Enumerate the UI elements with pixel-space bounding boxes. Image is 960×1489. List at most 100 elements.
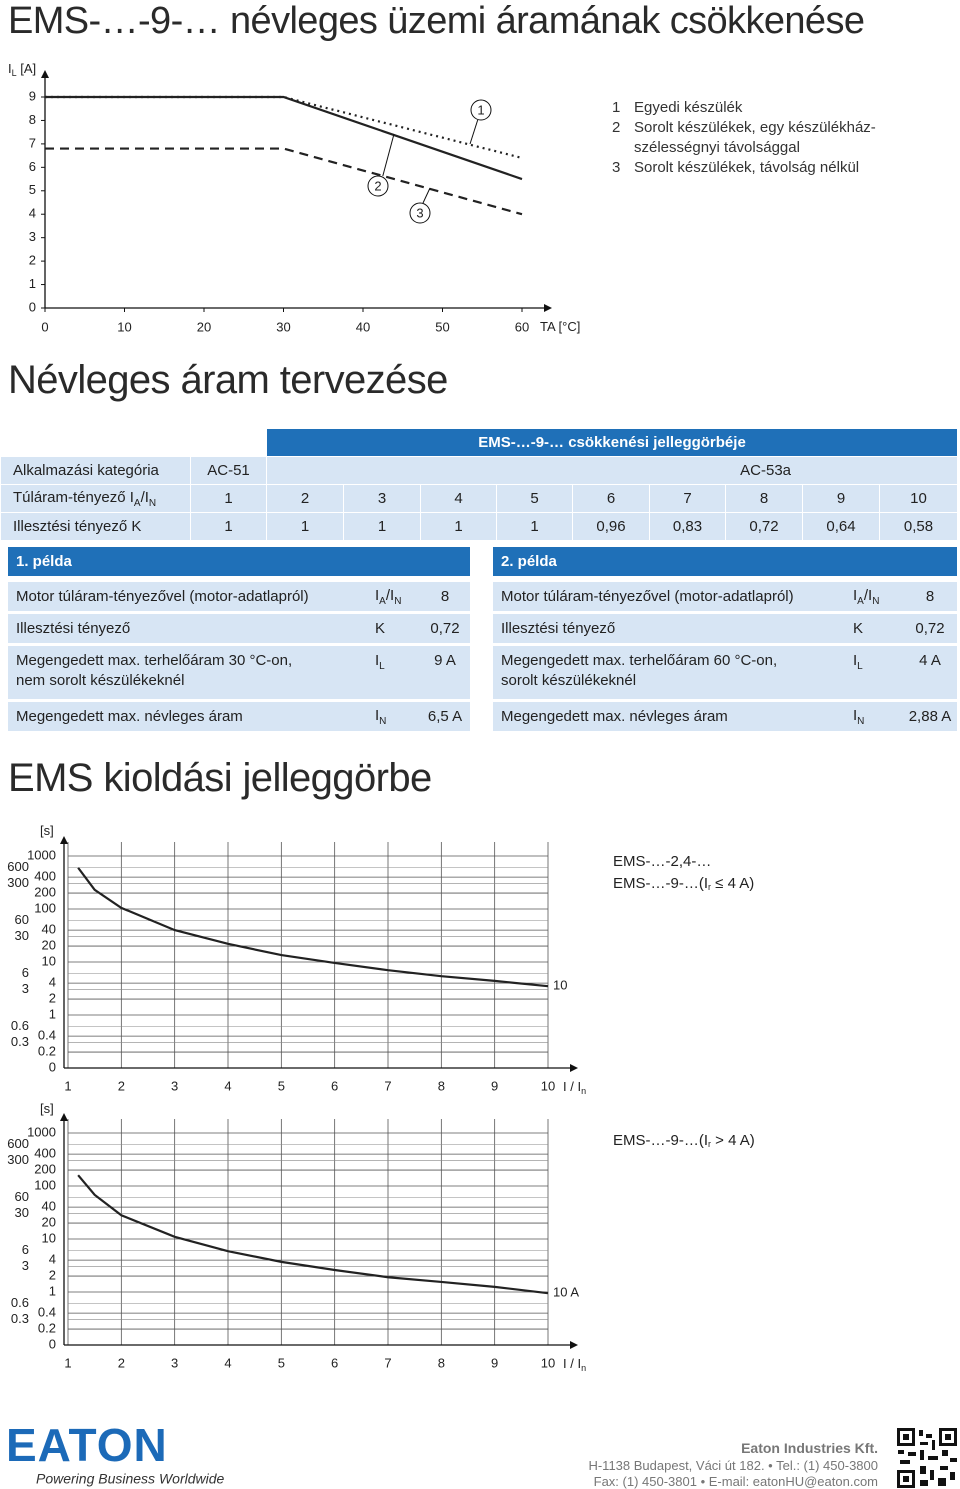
x-tick-label: 9 — [491, 1078, 498, 1093]
x-tick-label: 10 — [541, 1078, 555, 1093]
legend-line: Sorolt készülékek, egy készülékház- — [634, 119, 876, 136]
y-tick-label: 0 — [29, 299, 36, 314]
table-cell: 0,83 — [649, 512, 726, 541]
table-cell: 1 — [266, 512, 344, 541]
table-cell: 7 — [649, 484, 726, 513]
y-tick-label: 2 — [29, 253, 36, 268]
example-label: Motor túláram-tényezővel (motor-adatlapr… — [493, 582, 853, 611]
callout-label: 3 — [416, 205, 423, 220]
example-value: 0,72 — [420, 614, 470, 643]
y2-tick-label: 30 — [15, 1205, 29, 1220]
axis-arrow — [570, 1341, 578, 1349]
text-part: I — [853, 652, 858, 669]
subscript: N — [379, 715, 387, 727]
page-title: EMS-…-9-… névleges üzemi áramának csökke… — [8, 0, 865, 42]
legend-line: szélességnyi távolsággal — [634, 139, 800, 156]
text-part: Illesztési tényező K — [13, 518, 142, 535]
legend-number: 3 — [612, 159, 621, 176]
table-cell: 1 — [190, 484, 267, 513]
x-tick-label: 8 — [438, 1078, 445, 1093]
x-tick-label: 10 — [117, 319, 131, 334]
x-tick-label: 4 — [224, 1078, 231, 1093]
y2-tick-label: 600 — [7, 859, 29, 874]
table-row: Túláram-tényező IA/IN 1 2 3 4 5 6 7 8 9 10 — [0, 484, 958, 513]
table-body: EMS-…-9-… csökkenési jelleggörbéje Alkalm… — [0, 428, 958, 541]
logo: EATON — [6, 1419, 168, 1471]
series-line — [45, 95, 523, 181]
example-label: Megengedett max. névleges áram — [493, 702, 853, 731]
y-tick-label: 200 — [34, 884, 56, 899]
x-tick-label: 9 — [491, 1355, 498, 1370]
table-cell: 0,58 — [879, 512, 958, 541]
example-row: Megengedett max. névleges áram IN 6,5 A — [8, 702, 470, 731]
x-tick-label: 10 — [541, 1355, 555, 1370]
table-cell: 5 — [496, 484, 573, 513]
series-line — [45, 147, 523, 216]
x-tick-label: 2 — [118, 1078, 125, 1093]
text-part: Túláram-tényező I — [13, 488, 134, 506]
y2-tick-label: 3 — [22, 981, 29, 996]
x-tick-label: 3 — [171, 1355, 178, 1370]
y-tick-label: 2 — [49, 990, 56, 1005]
x-tick-label: 50 — [435, 319, 449, 334]
text-part: K — [853, 620, 864, 637]
qr-code — [897, 1428, 957, 1488]
x-tick-label: 40 — [356, 319, 370, 334]
x-axis-label: TA [°C] — [540, 319, 580, 334]
y-tick-label: 4 — [49, 975, 56, 990]
subscript: L — [12, 68, 17, 78]
label-line: nem sorolt készülékeknél — [16, 672, 185, 689]
x-tick-label: 60 — [515, 319, 529, 334]
example-symbol: IA/IN — [375, 582, 420, 611]
table-cell: 2 — [266, 484, 344, 513]
y2-tick-label: 600 — [7, 1136, 29, 1151]
y-axis-label: IL [A] — [8, 61, 36, 78]
company: Eaton Industries Kft. — [741, 1440, 878, 1456]
x-tick-label: 6 — [331, 1355, 338, 1370]
y-tick-label: 9 — [29, 88, 36, 103]
y-tick-label: 1000 — [27, 1124, 56, 1139]
example-symbol: K — [853, 614, 903, 643]
y-tick-label: 6 — [29, 159, 36, 174]
x-tick-label: 1 — [64, 1078, 71, 1093]
subscript: n — [581, 1086, 586, 1096]
text-part: [A] — [17, 61, 37, 76]
x-tick-label: 7 — [384, 1078, 391, 1093]
table-body: Motor túláram-tényezővel (motor-adatlapr… — [493, 582, 957, 731]
label-line: sorolt készülékeknél — [501, 672, 637, 689]
example-symbol: IL — [375, 646, 420, 699]
label-line: Megengedett max. terhelőáram 60 °C-on, — [501, 652, 778, 669]
text-part: Alkalmazási kategória — [13, 462, 159, 479]
example-label: Megengedett max. terhelőáram 60 °C-on, so… — [493, 646, 853, 699]
axis-arrow — [544, 304, 552, 312]
example-symbol: K — [375, 614, 420, 643]
series-line — [77, 867, 549, 988]
row-label: Túláram-tényező IA/IN — [0, 484, 191, 513]
callout — [409, 202, 431, 224]
subscript: N — [857, 715, 865, 727]
callout-label: 1 — [477, 102, 484, 117]
example-value: 6,5 A — [420, 702, 470, 731]
y-tick-label: 8 — [29, 112, 36, 127]
table-body: Motor túláram-tényezővel (motor-adatlapr… — [8, 582, 470, 731]
example-value: 0,72 — [903, 614, 957, 643]
series-line — [45, 95, 523, 160]
y-tick-label: 100 — [34, 900, 56, 915]
x-axis-label: I / In — [563, 1079, 586, 1096]
table-cell: 0,96 — [572, 512, 650, 541]
x-tick-label: 2 — [118, 1355, 125, 1370]
legend-item: 1 Egyedi készülék — [612, 98, 876, 118]
series-label: 10 A — [553, 1285, 579, 1300]
example-symbol: IL — [853, 646, 903, 699]
x-tick-label: 7 — [384, 1355, 391, 1370]
subscript: r — [708, 882, 711, 892]
text-part: [s] — [40, 1101, 54, 1116]
y-tick-label: 1 — [49, 1006, 56, 1021]
y2-tick-label: 300 — [7, 875, 29, 890]
table-header: EMS-…-9-… csökkenési jelleggörbéje — [266, 428, 958, 457]
text-part: I — [375, 706, 380, 724]
y-tick-label: 20 — [42, 937, 56, 952]
text-part: /I — [863, 586, 873, 604]
